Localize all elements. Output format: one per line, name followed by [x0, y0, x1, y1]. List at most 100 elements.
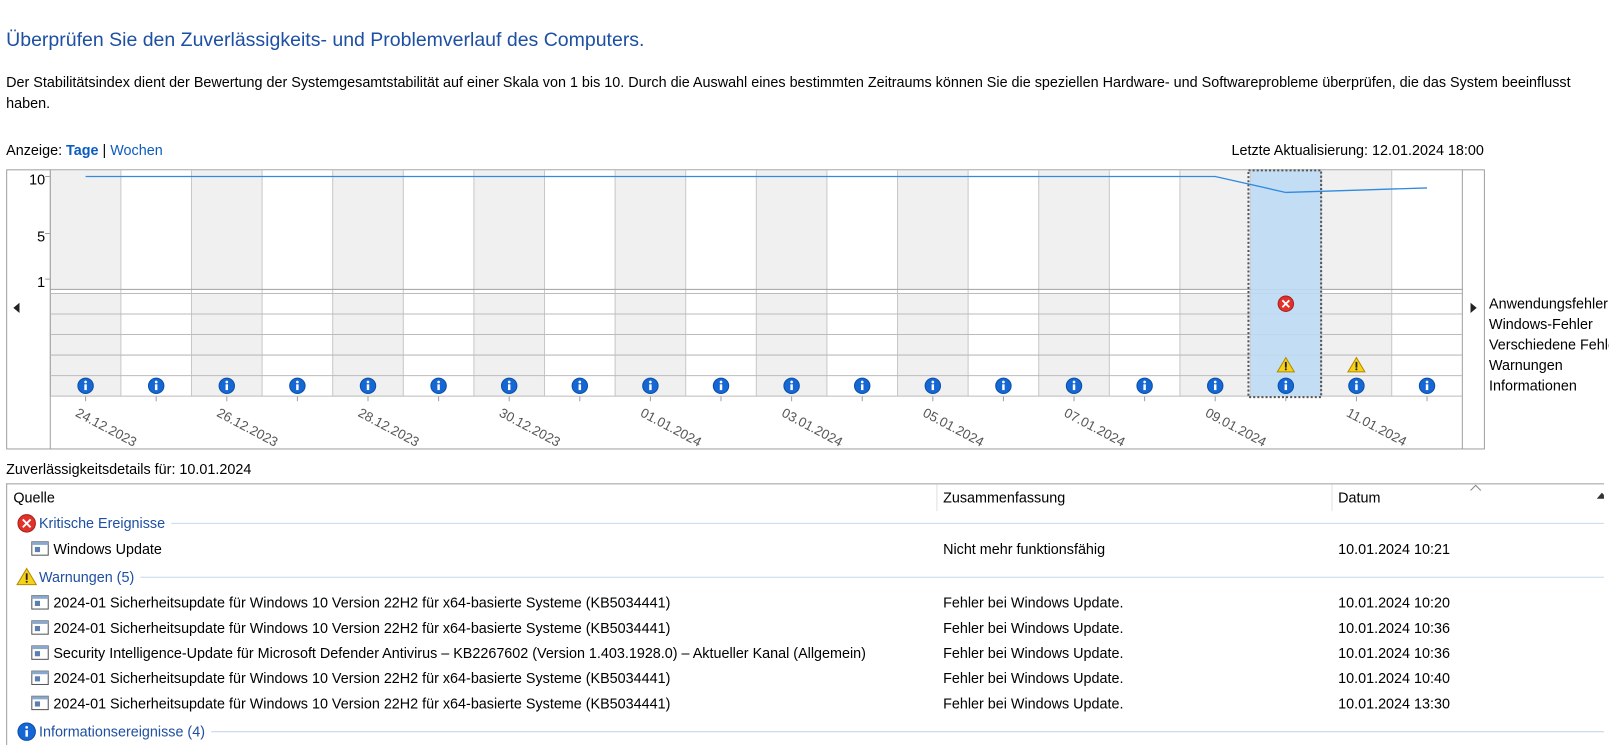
day-column[interactable]	[403, 170, 474, 290]
scrollbar-arrow	[1596, 492, 1608, 499]
icon-glyph	[578, 380, 582, 384]
icon-glyph	[719, 380, 723, 384]
source[interactable]: 2024-01 Sicherheitsupdate für Windows 10…	[53, 671, 670, 687]
info-icon	[1277, 377, 1295, 395]
day-column[interactable]	[685, 170, 757, 290]
warning-icon	[1276, 356, 1296, 373]
day-column[interactable]	[1038, 170, 1110, 290]
group-title[interactable]: Warnungen (5)	[39, 570, 134, 586]
day-column[interactable]	[262, 170, 333, 290]
table-body: Quelle Zusammenfassung Datum Kritische Erei…	[13, 484, 1608, 741]
group-title[interactable]: Kritische Ereignisse	[39, 516, 165, 532]
description: Der Stabilitätsindex dient der Bewertung…	[6, 73, 1571, 111]
source[interactable]: 2024-01 Sicherheitsupdate für Windows 10…	[53, 596, 670, 612]
icon-glyph	[507, 384, 511, 391]
event-row-label: Warnungen	[1489, 358, 1563, 374]
icon-glyph	[507, 380, 511, 384]
day-column[interactable]	[756, 170, 827, 290]
icon-glyph	[1284, 368, 1287, 371]
day-column[interactable]	[1179, 170, 1251, 290]
icon-shape	[31, 671, 49, 675]
info-icon	[1418, 377, 1436, 395]
day-column[interactable]	[1109, 170, 1180, 290]
day-column[interactable]	[1321, 170, 1392, 290]
summary[interactable]: Nicht mehr funktionsfähig	[943, 542, 1105, 558]
summary[interactable]: Fehler bei Windows Update.	[943, 646, 1123, 662]
info-icon	[571, 377, 589, 395]
column-header[interactable]: Datum	[1338, 491, 1380, 507]
icon-glyph	[22, 518, 32, 528]
stability-line	[85, 175, 1428, 194]
icon-glyph	[25, 573, 28, 580]
date[interactable]: 10.01.2024 13:30	[1338, 696, 1450, 712]
icon-glyph	[154, 380, 158, 384]
summary[interactable]: Fehler bei Windows Update.	[943, 696, 1123, 712]
icon-glyph	[1284, 361, 1287, 368]
day-column[interactable]	[332, 170, 404, 290]
event-row-label: Informationen	[1489, 379, 1577, 395]
summary[interactable]: Fehler bei Windows Update.	[943, 671, 1123, 687]
icon-glyph	[437, 380, 440, 384]
day-column[interactable]	[544, 170, 616, 290]
icon-glyph	[366, 380, 370, 384]
day-column[interactable]	[191, 170, 263, 290]
info-icon	[1136, 377, 1153, 395]
icon-glyph	[1425, 380, 1429, 384]
icon-shape	[31, 595, 49, 599]
icon-shape	[31, 696, 49, 700]
icon-glyph	[84, 380, 87, 384]
icon-glyph	[1425, 384, 1429, 391]
day-column[interactable]	[615, 170, 686, 290]
error-icon	[17, 514, 36, 533]
date[interactable]: 10.01.2024 10:20	[1338, 596, 1450, 612]
stability-chart[interactable]: 10 5 1 Anwendungsfehler Windows-Fehler Versch…	[0, 0, 1609, 457]
icon-glyph	[225, 384, 229, 391]
date[interactable]: 10.01.2024 10:40	[1338, 671, 1450, 687]
icon-glyph	[649, 384, 652, 391]
day-column[interactable]	[1391, 170, 1463, 290]
summary[interactable]: Fehler bei Windows Update.	[943, 621, 1123, 637]
source[interactable]: Security Intelligence-Update für Microso…	[53, 646, 866, 662]
day-column[interactable]	[968, 170, 1039, 290]
day-column[interactable]	[50, 170, 121, 290]
column-header[interactable]: Zusammenfassung	[943, 491, 1065, 507]
summary[interactable]: Fehler bei Windows Update.	[943, 596, 1123, 612]
day-column[interactable]	[473, 170, 545, 290]
details-table: Quelle Zusammenfassung Datum Kritische Erei…	[6, 483, 1608, 745]
source[interactable]: 2024-01 Sicherheitsupdate für Windows 10…	[53, 696, 670, 712]
app-icon	[31, 620, 49, 635]
day-column[interactable]	[826, 170, 898, 290]
info-icon	[854, 377, 871, 395]
view-days[interactable]: Tage	[66, 141, 99, 159]
date[interactable]: 10.01.2024 10:36	[1338, 621, 1450, 637]
details-label: Zuverlässigkeitsdetails für: 10.01.2024	[6, 460, 252, 478]
day-column[interactable]	[120, 170, 192, 290]
icon-glyph	[578, 384, 582, 391]
day-column[interactable]	[897, 170, 969, 290]
date[interactable]: 10.01.2024 10:36	[1338, 646, 1450, 662]
event-row-label: Anwendungsfehler	[1489, 297, 1608, 313]
source[interactable]: Windows Update	[53, 542, 162, 558]
icon-glyph	[1002, 380, 1005, 384]
group-title[interactable]: Informationsereignisse (4)	[39, 725, 205, 741]
info-icon	[17, 722, 36, 741]
date[interactable]: 10.01.2024 10:21	[1338, 542, 1450, 558]
icon-glyph	[25, 730, 28, 737]
icon-glyph	[225, 380, 229, 384]
icon-glyph	[1143, 380, 1146, 384]
column-header[interactable]: Quelle	[13, 491, 55, 507]
icon-glyph	[1284, 384, 1288, 391]
selection-border	[1247, 169, 1323, 399]
y-tick-label: 5	[37, 229, 45, 245]
view-weeks[interactable]: Wochen	[110, 141, 163, 159]
scroll-left[interactable]	[13, 302, 20, 313]
icon-glyph	[84, 384, 87, 391]
icon-glyph	[1002, 384, 1005, 391]
scroll-right[interactable]	[1470, 302, 1477, 313]
warning-icon	[1347, 356, 1366, 373]
info-icon	[289, 377, 306, 395]
source[interactable]: 2024-01 Sicherheitsupdate für Windows 10…	[53, 621, 670, 637]
y-tick-label: 1	[37, 275, 45, 291]
